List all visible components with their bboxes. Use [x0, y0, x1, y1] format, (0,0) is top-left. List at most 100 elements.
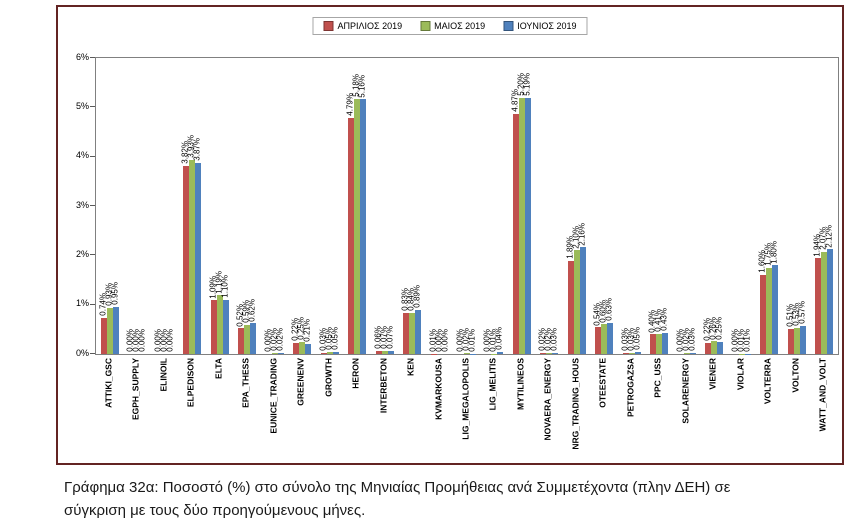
category-label: OTEESTATE [597, 358, 608, 408]
bar-value-label: 5.19% [522, 73, 532, 96]
y-axis-tick-mark [90, 57, 95, 58]
bar [195, 163, 202, 354]
bar-value-label: 0.21% [302, 318, 312, 342]
bar [656, 333, 663, 354]
category-label: VIENER [707, 358, 718, 390]
x-axis-labels: ATTIKI_GSC EGPH_SUPPLY ELINOIL ELPEDISON ELT… [95, 355, 837, 461]
bar [354, 98, 361, 354]
bar [348, 117, 355, 354]
bar-value-label: 0.25% [714, 317, 724, 340]
bar-value-label: 0.03% [687, 327, 697, 351]
bar-value-label: 0.01% [742, 328, 752, 352]
category-label: MYTILINEOS [515, 358, 526, 410]
bar-value-label: 0.04% [495, 327, 505, 350]
bar [815, 258, 822, 354]
bar [607, 322, 614, 354]
bar [112, 307, 119, 354]
category-label: VOLTON [790, 358, 801, 393]
chart-figure: ΑΠΡΙΛΙΟΣ 2019 ΜΑΙΟΣ 2019 ΙΟΥΝΙΟΣ 2019 0.74… [56, 5, 844, 465]
bar [595, 327, 602, 354]
y-axis-tick-label: 5% [75, 100, 89, 111]
category-label: GREENENV [295, 358, 306, 406]
bar [760, 275, 767, 354]
bar-value-label: 0.01% [467, 328, 477, 352]
category-label: SOLARENERGY [680, 358, 691, 424]
y-axis-tick-mark [90, 205, 95, 206]
category-label: HERON [350, 358, 361, 389]
category-label: KEN [405, 358, 416, 376]
category-label: GROWTH [323, 358, 334, 397]
y-axis-tick-label: 0% [75, 347, 89, 358]
category-label: NRG_TRADING_HOUS [570, 358, 581, 450]
bar [222, 299, 229, 354]
category-label: ELINOIL [158, 358, 169, 392]
bar-value-label: 0.00% [137, 329, 147, 352]
bar [766, 267, 773, 354]
bar [183, 165, 190, 354]
category-label: LIG_MELITIS [488, 358, 499, 411]
category-label: ELPEDISON [185, 358, 196, 408]
legend-item: ΜΑΙΟΣ 2019 [420, 21, 485, 31]
bar [470, 353, 476, 354]
bar [106, 308, 113, 354]
bar [711, 341, 718, 354]
bar [332, 351, 339, 354]
bar-value-label: 0.07% [385, 325, 395, 349]
category-label: EGPH_SUPPLY [130, 358, 141, 421]
bar [634, 351, 641, 354]
legend-series-label: ΑΠΡΙΛΙΟΣ 2019 [337, 21, 403, 31]
y-axis-tick-label: 1% [75, 298, 89, 309]
bar-value-label: 0.57% [797, 301, 807, 324]
legend-color-swatch [420, 21, 431, 31]
bar-value-label: 0.00% [165, 329, 175, 352]
category-label: EPA_THESS [240, 358, 251, 408]
bar [601, 324, 608, 354]
bar [375, 351, 382, 354]
bar [524, 98, 531, 354]
category-label: ELTA [213, 358, 224, 379]
y-axis-tick-label: 2% [75, 248, 89, 259]
legend-color-swatch [323, 21, 334, 31]
bar [216, 295, 223, 354]
category-label: INTERBETON [378, 358, 389, 414]
bar [415, 310, 422, 354]
bar-value-label: 0.00% [440, 329, 450, 352]
bar-value-label: 2.12% [824, 224, 834, 248]
bar-value-label: 0.03% [550, 327, 560, 351]
category-label: VOLTERRA [762, 358, 773, 405]
bar [683, 353, 690, 354]
bar [210, 300, 217, 354]
category-label: EUNICE_TRADING [268, 358, 279, 434]
bar [497, 352, 504, 354]
category-label: LIG_MEGALOPOLIS [460, 358, 471, 440]
legend-item: ΙΟΥΝΙΟΣ 2019 [503, 21, 577, 31]
bar [573, 250, 580, 354]
bar [409, 312, 416, 354]
bar [189, 160, 196, 354]
bar [821, 251, 828, 354]
bar [579, 247, 586, 354]
bar [793, 327, 800, 354]
y-axis-tick-label: 4% [75, 150, 89, 161]
y-axis-tick-mark [90, 303, 95, 305]
category-label: WATT_AND_VOLT [817, 358, 828, 432]
legend-color-swatch [503, 21, 514, 31]
bar-value-label: 0.62% [247, 298, 257, 322]
bar [430, 353, 437, 354]
bar-value-label: 0.63% [605, 298, 615, 321]
y-axis-tick-mark [90, 254, 95, 256]
category-label: NOVAERA_ENERGY [542, 358, 553, 441]
bar-value-label: 0.02% [275, 328, 285, 351]
bar-value-label: 0.05% [330, 326, 340, 350]
bar [271, 353, 278, 354]
bar [689, 352, 696, 354]
bar [827, 249, 834, 354]
chart-legend: ΑΠΡΙΛΙΟΣ 2019 ΜΑΙΟΣ 2019 ΙΟΥΝΙΟΣ 2019 [312, 17, 588, 35]
bar [622, 352, 629, 354]
bar [799, 325, 806, 354]
category-label: PPC_USS [652, 358, 663, 398]
y-axis-tick-label: 3% [75, 199, 89, 210]
bar-value-label: 5.16% [357, 74, 367, 98]
bar-value-label: 1.10% [220, 275, 230, 298]
figure-caption: Γράφημα 32α: Ποσοστό (%) στο σύνολο της … [64, 479, 731, 519]
